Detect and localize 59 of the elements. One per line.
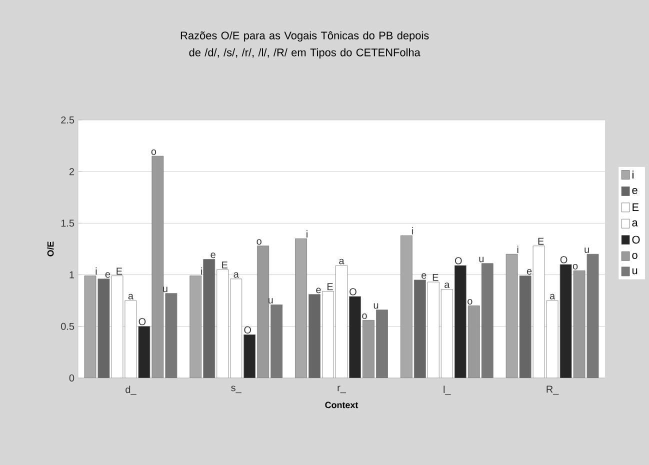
data-label: u: [584, 248, 589, 253]
legend-label: e: [632, 188, 638, 194]
data-label: O: [244, 326, 252, 334]
legend-label: o: [632, 252, 638, 259]
data-label: i: [201, 267, 202, 275]
data-label: O: [350, 288, 356, 296]
data-label: O: [138, 318, 146, 326]
x-tick-label: s_: [231, 386, 242, 394]
y-axis-title: O/E: [47, 242, 54, 256]
bar: [573, 270, 586, 378]
data-label: o: [572, 264, 578, 270]
data-label: e: [316, 288, 321, 294]
data-label: E: [222, 262, 228, 268]
data-label: e: [105, 272, 110, 278]
y-tick-label: 0.5: [61, 322, 74, 330]
data-label: e: [526, 269, 532, 275]
y-tick-label: 2: [69, 168, 74, 176]
x-tick-label: R_: [546, 386, 559, 395]
data-label: i: [306, 230, 308, 238]
data-label: u: [374, 303, 378, 309]
data-label: a: [128, 294, 134, 300]
bar: [362, 320, 374, 378]
data-label: a: [444, 282, 450, 288]
data-label: e: [422, 273, 426, 279]
legend-label: a: [632, 220, 638, 226]
data-label: a: [550, 294, 556, 300]
data-label: e: [210, 252, 216, 258]
y-tick-label: 0: [69, 374, 74, 382]
data-label: u: [479, 256, 484, 262]
data-label: i: [96, 267, 97, 275]
data-label: a: [339, 258, 344, 264]
data-label: O: [455, 257, 462, 264]
x-tick-label: r_: [338, 386, 346, 394]
data-label: E: [327, 283, 333, 290]
bar: [468, 306, 480, 378]
y-tick-label: 2.5: [61, 116, 74, 124]
data-label: E: [538, 238, 544, 245]
legend-label: E: [632, 203, 639, 211]
y-tick-label: 1.5: [61, 220, 74, 227]
data-label: o: [151, 149, 156, 155]
data-label: a: [234, 272, 239, 278]
data-label: E: [432, 274, 438, 281]
legend-label: u: [632, 268, 638, 274]
data-label: o: [256, 239, 262, 245]
y-tick-label: 1: [70, 271, 74, 278]
x-tick-label: d_: [126, 386, 136, 395]
bar: [152, 156, 164, 378]
data-label: o: [468, 299, 472, 305]
legend-label: O: [632, 236, 640, 244]
data-label: O: [560, 256, 568, 264]
data-label: E: [116, 268, 122, 275]
x-tick-label: l_: [444, 386, 451, 395]
data-label: i: [517, 246, 518, 253]
bar: [257, 246, 270, 378]
data-label: o: [362, 314, 367, 319]
chart-title: Razões O/E para as Vogais Tônicas do PB depois de /d/, /s/, /r/, /l/, /R/ em Tipos do CETENFolha: [180, 31, 429, 58]
legend-label: i: [632, 170, 634, 179]
data-label: i: [412, 227, 413, 234]
x-axis-title: Context: [325, 402, 358, 408]
